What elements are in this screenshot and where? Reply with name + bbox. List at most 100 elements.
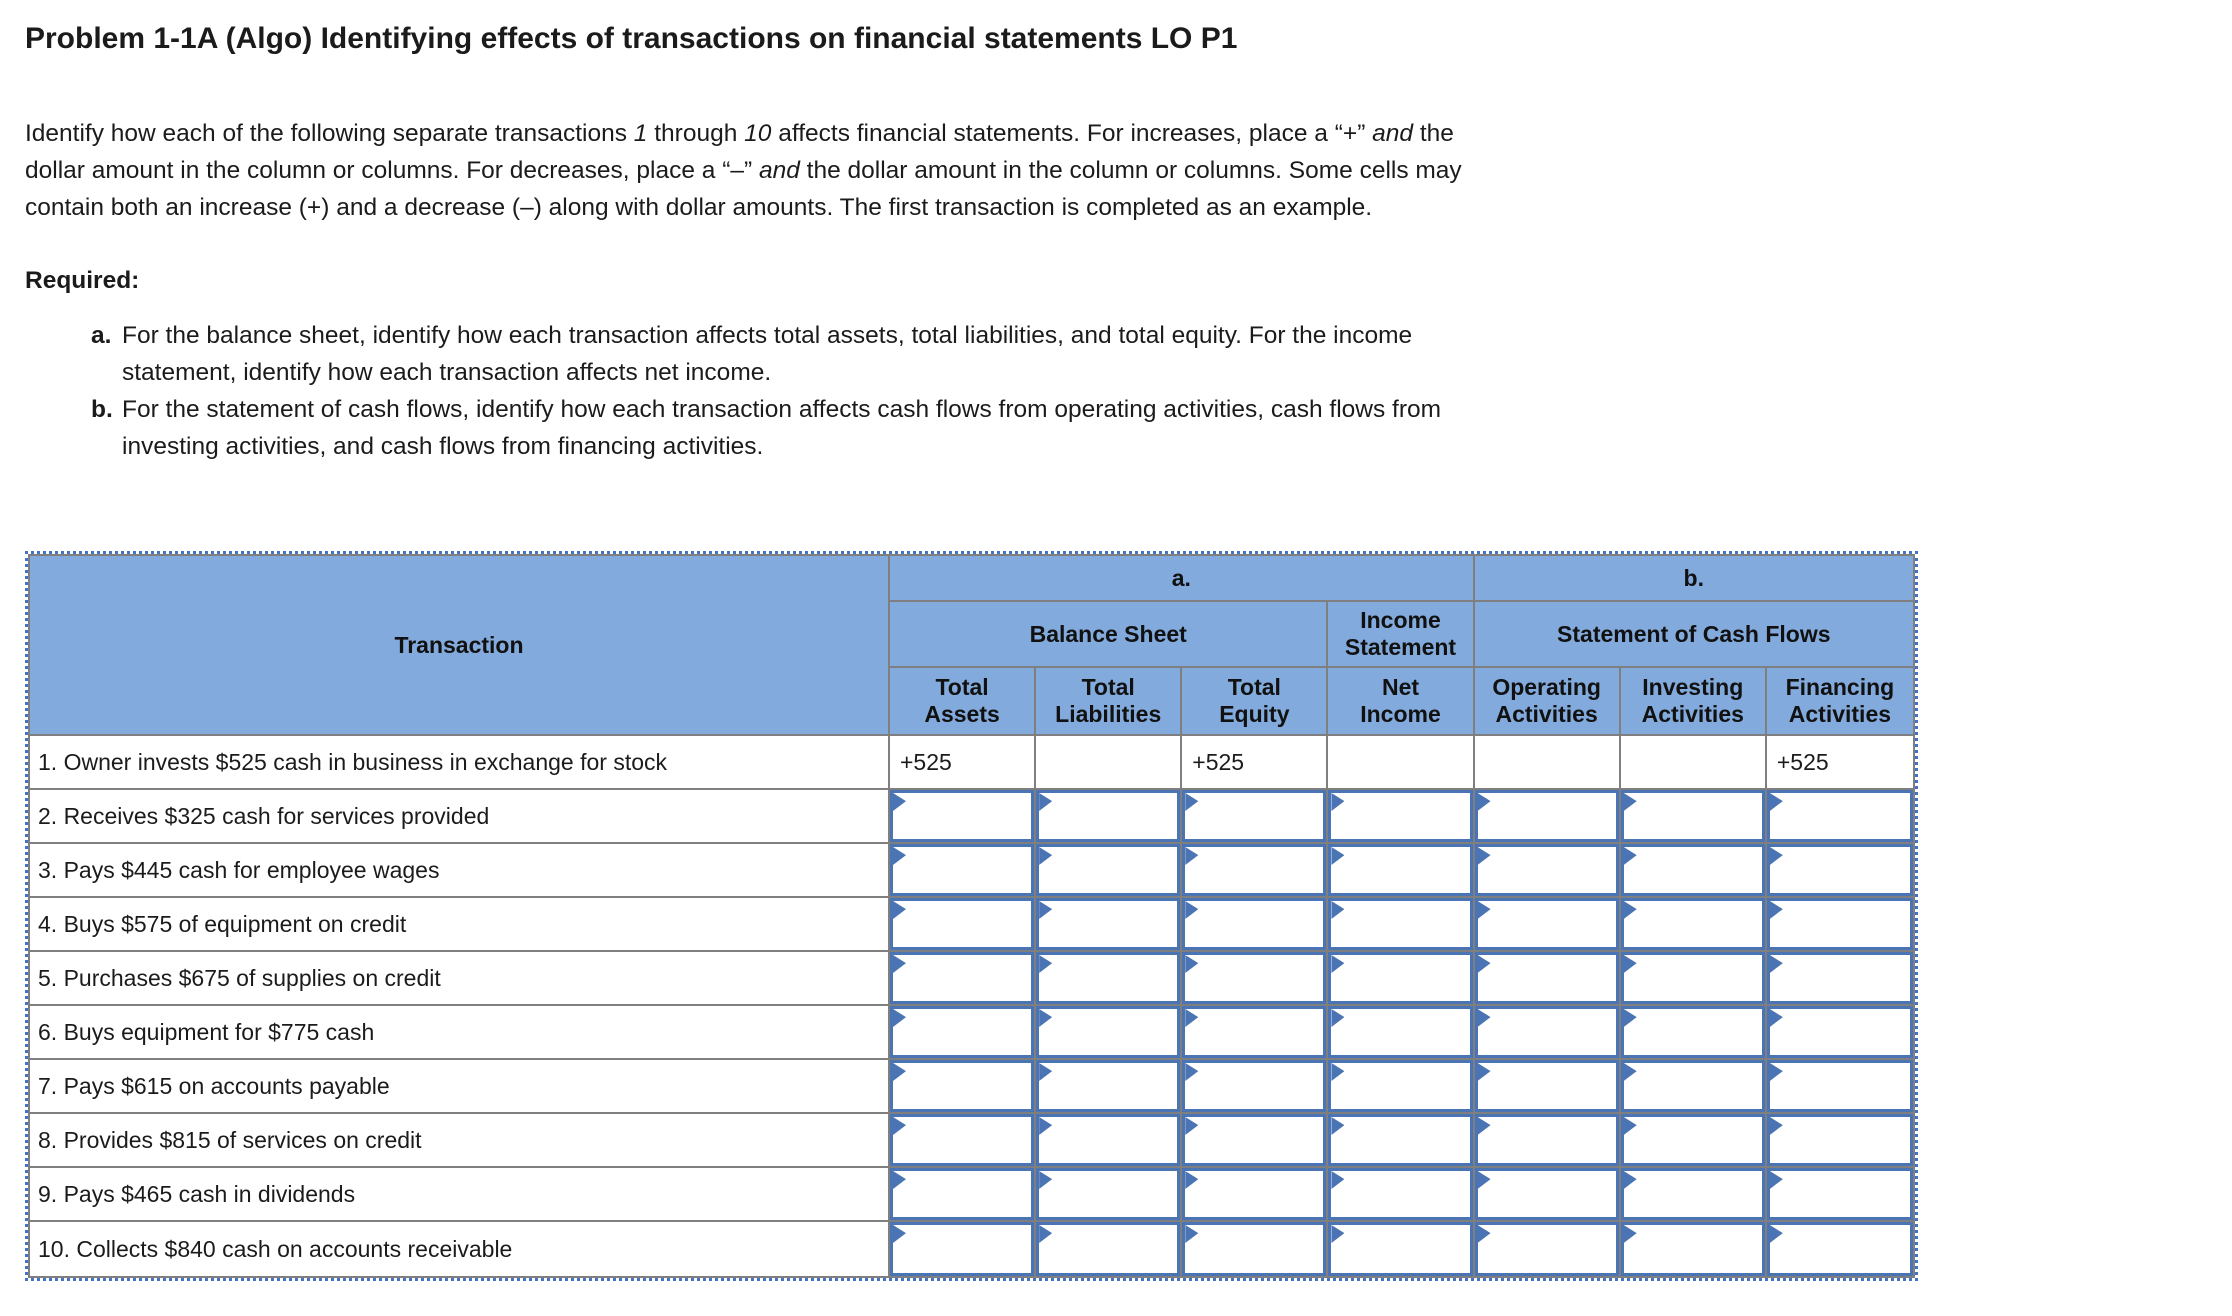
transaction-label: 7. Pays $615 on accounts payable (30, 1060, 890, 1114)
answer-input-cell[interactable] (1474, 1168, 1621, 1222)
answer-input-cell[interactable] (1328, 1060, 1475, 1114)
intro-text: Identify how each of the following separ… (25, 120, 634, 147)
answer-input-cell[interactable] (1328, 1222, 1475, 1276)
page-content: Problem 1-1A (Algo) Identifying effects … (0, 20, 2232, 1281)
column-header-lines: Net Income (1360, 674, 1441, 727)
answer-input-cell[interactable] (1620, 1168, 1767, 1222)
answer-input-cell[interactable] (1328, 898, 1475, 952)
answer-input-cell[interactable] (1036, 1168, 1183, 1222)
answer-input-cell[interactable] (1474, 1222, 1621, 1276)
answer-input-cell[interactable] (1474, 1060, 1621, 1114)
answer-input-cell[interactable] (890, 1114, 1037, 1168)
answer-input-cell[interactable] (1474, 1006, 1621, 1060)
answer-input-cell[interactable] (1766, 1006, 1913, 1060)
answer-input-cell[interactable] (890, 1006, 1037, 1060)
column-header-financing-activities: Financing Activities (1766, 668, 1913, 736)
answer-input-cell[interactable] (1182, 1168, 1329, 1222)
transaction-label: 1. Owner invests $525 cash in business i… (30, 736, 890, 790)
answer-input-cell[interactable] (1328, 844, 1475, 898)
answer-input-cell[interactable] (1036, 1222, 1183, 1276)
intro-text: affects financial statements. For increa… (771, 120, 1373, 147)
answer-input-cell[interactable] (1766, 898, 1913, 952)
transaction-label: 6. Buys equipment for $775 cash (30, 1006, 890, 1060)
example-cell-total-equity: +525 (1182, 736, 1329, 790)
answer-input-cell[interactable] (1036, 844, 1183, 898)
required-item-b: b. For the statement of cash flows, iden… (25, 391, 2232, 465)
transaction-label: 5. Purchases $675 of supplies on credit (30, 952, 890, 1006)
answer-input-cell[interactable] (1766, 1060, 1913, 1114)
answer-input-cell[interactable] (1182, 1114, 1329, 1168)
worksheet-selection-border: Transaction a. b. Balance Sheet Income St… (25, 551, 1918, 1281)
answer-input-cell[interactable] (1766, 1168, 1913, 1222)
answer-input-cell[interactable] (1036, 790, 1183, 844)
intro-text: dollar amount in the column or columns. … (25, 157, 759, 184)
answer-input-cell[interactable] (1328, 1114, 1475, 1168)
column-header-lines: Total Liabilities (1055, 674, 1162, 727)
answer-input-cell[interactable] (1474, 844, 1621, 898)
answer-input-cell[interactable] (890, 844, 1037, 898)
answer-input-cell[interactable] (1182, 844, 1329, 898)
intro-paragraph: Identify how each of the following separ… (25, 115, 2232, 226)
answer-input-cell[interactable] (890, 1168, 1037, 1222)
intro-text: contain both an increase (+) and a decre… (25, 194, 1373, 221)
answer-input-cell[interactable] (1620, 1006, 1767, 1060)
answer-input-cell[interactable] (1766, 790, 1913, 844)
answer-input-cell[interactable] (1328, 952, 1475, 1006)
intro-italic: 10 (744, 120, 772, 147)
example-cell-total-liabilities (1036, 736, 1183, 790)
answer-input-cell[interactable] (890, 952, 1037, 1006)
answer-input-cell[interactable] (1328, 1006, 1475, 1060)
intro-text: through (647, 120, 745, 147)
answer-input-cell[interactable] (1328, 1168, 1475, 1222)
required-item-marker: b. (91, 396, 113, 423)
intro-italic: and (1372, 120, 1414, 147)
answer-input-cell[interactable] (1474, 898, 1621, 952)
transaction-label: 9. Pays $465 cash in dividends (30, 1168, 890, 1222)
transaction-label: 3. Pays $445 cash for employee wages (30, 844, 890, 898)
answer-input-cell[interactable] (1328, 790, 1475, 844)
answer-input-cell[interactable] (1766, 952, 1913, 1006)
required-item-text: investing activities, and cash flows fro… (122, 433, 764, 460)
answer-input-cell[interactable] (1182, 898, 1329, 952)
subheader-line: Income Statement (1344, 607, 1457, 660)
column-header-lines: Total Equity (1219, 674, 1290, 727)
answer-input-cell[interactable] (1620, 1060, 1767, 1114)
column-header-lines: Financing Activities (1785, 674, 1895, 727)
answer-input-cell[interactable] (890, 790, 1037, 844)
answer-input-cell[interactable] (890, 898, 1037, 952)
answer-input-cell[interactable] (1620, 1222, 1767, 1276)
effects-worksheet-table: Transaction a. b. Balance Sheet Income St… (28, 554, 1915, 1278)
answer-input-cell[interactable] (1182, 952, 1329, 1006)
answer-input-cell[interactable] (1182, 1060, 1329, 1114)
subheader-income-statement: Income Statement (1328, 602, 1475, 668)
answer-input-cell[interactable] (1036, 1114, 1183, 1168)
required-item-marker: a. (91, 322, 112, 349)
answer-input-cell[interactable] (1766, 844, 1913, 898)
answer-input-cell[interactable] (1620, 844, 1767, 898)
answer-input-cell[interactable] (1620, 952, 1767, 1006)
answer-input-cell[interactable] (1036, 1060, 1183, 1114)
answer-input-cell[interactable] (1620, 1114, 1767, 1168)
answer-input-cell[interactable] (1620, 790, 1767, 844)
answer-input-cell[interactable] (890, 1222, 1037, 1276)
answer-input-cell[interactable] (1182, 790, 1329, 844)
answer-input-cell[interactable] (1036, 1006, 1183, 1060)
answer-input-cell[interactable] (1182, 1006, 1329, 1060)
answer-input-cell[interactable] (1474, 952, 1621, 1006)
column-header-total-liabilities: Total Liabilities (1036, 668, 1183, 736)
answer-input-cell[interactable] (1036, 898, 1183, 952)
answer-input-cell[interactable] (1474, 790, 1621, 844)
answer-input-cell[interactable] (1766, 1222, 1913, 1276)
answer-input-cell[interactable] (1766, 1114, 1913, 1168)
transaction-label: 10. Collects $840 cash on accounts recei… (30, 1222, 890, 1276)
column-header-operating-activities: Operating Activities (1474, 668, 1621, 736)
transaction-label: 2. Receives $325 cash for services provi… (30, 790, 890, 844)
column-header-transaction: Transaction (30, 556, 890, 736)
subheader-cash-flows: Statement of Cash Flows (1474, 602, 1913, 668)
answer-input-cell[interactable] (1474, 1114, 1621, 1168)
answer-input-cell[interactable] (1036, 952, 1183, 1006)
answer-input-cell[interactable] (1182, 1222, 1329, 1276)
answer-input-cell[interactable] (890, 1060, 1037, 1114)
answer-input-cell[interactable] (1620, 898, 1767, 952)
group-header-a: a. (890, 556, 1475, 602)
